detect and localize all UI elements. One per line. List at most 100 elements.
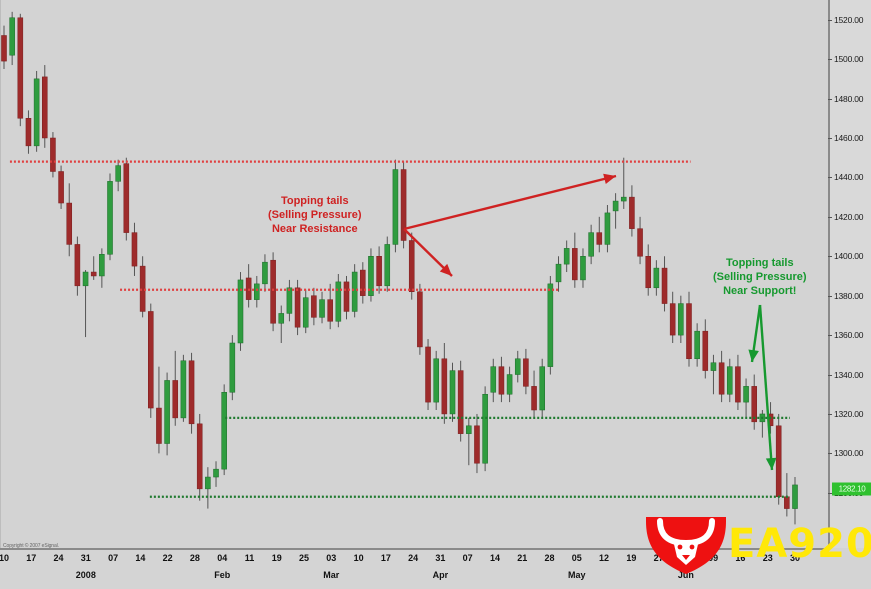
candlestick	[490, 358, 497, 403]
candlestick	[743, 378, 749, 418]
price-axis[interactable]: 1520.00 1500.00 1480.00 1460.00 1440.00 1420.…	[827, 0, 871, 548]
candlestick	[58, 165, 64, 209]
candlestick	[531, 370, 537, 418]
candlestick	[237, 272, 244, 351]
date-tick-label: 17	[380, 553, 391, 563]
candlestick-plot-area[interactable]	[0, 0, 828, 548]
candlestick	[612, 193, 619, 229]
annotation-line-3: Near Resistance	[271, 223, 358, 235]
candlestick	[188, 352, 195, 434]
candlestick	[457, 360, 464, 442]
candlestick	[661, 256, 668, 312]
candlestick	[368, 248, 374, 302]
candlestick	[172, 350, 179, 426]
candlestick	[686, 291, 692, 367]
candlestick	[514, 350, 521, 383]
candlestick	[139, 256, 146, 318]
candlestick	[678, 295, 684, 343]
date-tick-label: 10	[0, 553, 10, 563]
candlestick	[588, 224, 594, 265]
month-label: Jun	[677, 570, 694, 580]
price-tick-label: 1520.00	[827, 14, 864, 25]
date-axis[interactable]: 10 17 24 31 07 14 22 28 04 11 19 25 03 10 17 24 31 07 14 21…	[0, 548, 828, 589]
candlestick	[629, 185, 635, 237]
date-tick-label: 12	[599, 553, 610, 563]
annotation-topping-tails-resistance: Topping tails (Selling Pressure) Near Re…	[268, 194, 362, 236]
date-tick-label: 14	[135, 553, 146, 563]
candlestick	[302, 289, 309, 334]
price-tick-label: 1320.00	[827, 408, 864, 419]
candlestick	[620, 157, 627, 209]
date-tick-label: 07	[108, 553, 119, 563]
date-tick-label: 07	[462, 553, 473, 563]
candlestick	[50, 132, 56, 178]
candlestick	[180, 354, 187, 422]
candlestick	[653, 260, 660, 296]
candlestick	[41, 65, 48, 148]
candlestick	[441, 342, 448, 424]
date-tick-label: 19	[626, 553, 637, 563]
candlestick	[645, 244, 651, 296]
copyright-notice: Copyright © 2007 eSignal.	[3, 543, 59, 549]
candlestick	[164, 372, 170, 456]
month-label: Apr	[432, 570, 449, 580]
date-tick-label: 02	[680, 553, 691, 563]
month-label: May	[568, 570, 586, 580]
candlestick	[221, 384, 227, 476]
candlestick	[400, 161, 407, 249]
candlestick	[270, 252, 276, 332]
candlestick	[563, 240, 570, 273]
candlestick	[449, 362, 456, 422]
date-tick-label: 04	[217, 553, 228, 563]
date-tick-label: 31	[435, 553, 446, 563]
date-tick-label: 28	[189, 553, 200, 563]
date-tick-label: 31	[80, 553, 91, 563]
candlestick	[694, 323, 700, 367]
candlestick	[408, 232, 415, 300]
candlestick	[294, 279, 301, 336]
candlestick	[335, 274, 342, 328]
candlestick	[156, 366, 162, 454]
candlestick	[392, 159, 399, 253]
annotation-line-1: Topping tails	[725, 257, 794, 269]
candlestick	[278, 305, 285, 343]
candlestick	[262, 254, 268, 292]
date-tick-label: 24	[53, 553, 64, 563]
candlestick	[425, 339, 431, 411]
date-tick-label: 05	[571, 553, 582, 563]
month-label: Mar	[323, 570, 340, 580]
annotation-line-1: Topping tails	[280, 195, 349, 207]
date-tick-label: 27	[653, 553, 664, 563]
candlestick	[343, 275, 350, 320]
candlestick	[767, 402, 774, 434]
candlestick	[148, 303, 154, 418]
candlestick	[580, 248, 586, 288]
candlestick	[735, 354, 741, 411]
price-tick-label: 1480.00	[827, 93, 864, 104]
candlestick	[498, 356, 505, 403]
candlestick	[482, 386, 488, 472]
candlestick	[360, 262, 366, 304]
date-tick-label: 09	[708, 553, 719, 563]
price-tick-label: 1500.00	[827, 54, 864, 65]
date-tick-label: 16	[735, 553, 746, 563]
candlestick	[384, 236, 391, 292]
candlestick	[131, 222, 138, 276]
price-tick-label: 1360.00	[827, 330, 864, 341]
candlestick	[637, 216, 643, 265]
candlestick	[539, 358, 545, 418]
candlestick	[792, 477, 798, 525]
date-tick-label: 10	[353, 553, 364, 563]
price-tick-label: 1300.00	[827, 448, 864, 459]
date-tick-label: 24	[408, 553, 419, 563]
candlestick	[66, 183, 73, 257]
candlestick	[596, 216, 603, 253]
annotation-line-2: (Selling Pressure)	[268, 209, 362, 221]
candlestick	[17, 13, 24, 127]
annotation-line-2: (Selling Pressure)	[713, 271, 807, 283]
plot-left-border	[0, 0, 1, 548]
candlestick	[90, 256, 97, 280]
candlestick	[115, 159, 121, 192]
date-tick-label: 25	[299, 553, 310, 563]
